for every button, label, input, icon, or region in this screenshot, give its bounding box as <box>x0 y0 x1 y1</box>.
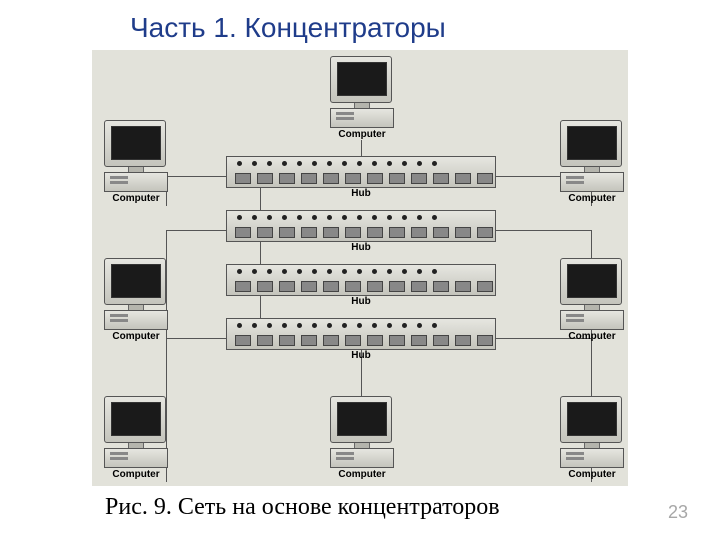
computer-node: Computer <box>560 396 624 480</box>
monitor-icon <box>330 56 392 103</box>
page-number: 23 <box>668 502 688 523</box>
computer-node: Computer <box>104 396 168 480</box>
slide-title: Часть 1. Концентраторы <box>130 12 446 44</box>
figure-caption: Рис. 9. Сеть на основе концентраторов <box>105 494 500 521</box>
hub-body <box>226 318 496 350</box>
cpu-icon <box>330 448 394 468</box>
cpu-icon <box>104 448 168 468</box>
computer-label: Computer <box>330 469 394 480</box>
computer-node: Computer <box>330 56 394 140</box>
computer-node: Computer <box>330 396 394 480</box>
computer-label: Computer <box>560 469 624 480</box>
monitor-icon <box>104 396 166 443</box>
cpu-icon <box>560 172 624 192</box>
hub-node: Hub <box>226 318 496 361</box>
cpu-icon <box>104 172 168 192</box>
network-cable <box>166 230 226 231</box>
hub-label: Hub <box>226 242 496 253</box>
computer-label: Computer <box>330 129 394 140</box>
hub-node: Hub <box>226 210 496 253</box>
computer-label: Computer <box>104 469 168 480</box>
network-cable <box>166 338 226 339</box>
hub-body <box>226 156 496 188</box>
computer-label: Computer <box>104 331 168 342</box>
monitor-icon <box>104 120 166 167</box>
cpu-icon <box>560 310 624 330</box>
computer-label: Computer <box>104 193 168 204</box>
computer-label: Computer <box>560 331 624 342</box>
hub-node: Hub <box>226 264 496 307</box>
monitor-icon <box>560 396 622 443</box>
computer-node: Computer <box>560 120 624 204</box>
monitor-icon <box>330 396 392 443</box>
cpu-icon <box>104 310 168 330</box>
monitor-icon <box>560 258 622 305</box>
computer-node: Computer <box>560 258 624 342</box>
computer-node: Computer <box>104 258 168 342</box>
network-cable <box>166 176 226 177</box>
monitor-icon <box>560 120 622 167</box>
hub-label: Hub <box>226 296 496 307</box>
hub-label: Hub <box>226 350 496 361</box>
cpu-icon <box>330 108 394 128</box>
network-cable <box>496 230 591 231</box>
monitor-icon <box>104 258 166 305</box>
hub-label: Hub <box>226 188 496 199</box>
computer-label: Computer <box>560 193 624 204</box>
hub-body <box>226 210 496 242</box>
computer-node: Computer <box>104 120 168 204</box>
cpu-icon <box>560 448 624 468</box>
hub-node: Hub <box>226 156 496 199</box>
hub-body <box>226 264 496 296</box>
